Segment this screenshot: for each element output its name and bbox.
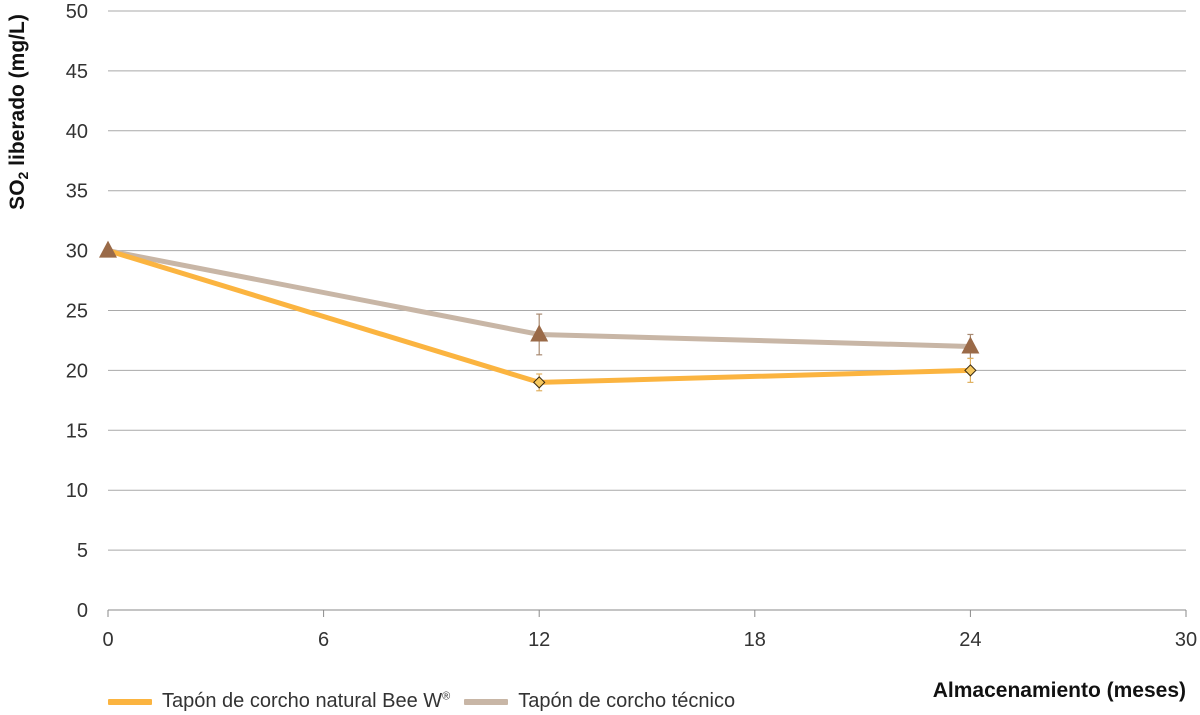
y-axis-title-part: SO	[6, 179, 29, 209]
legend-label-tecnico: Tapón de corcho técnico	[518, 690, 736, 712]
y-tick-label: 40	[66, 121, 88, 143]
y-tick-label: 5	[77, 540, 88, 562]
gridlines	[108, 10, 1186, 611]
data-point-bee-w	[964, 364, 977, 377]
x-tick-label: 18	[744, 629, 766, 651]
y-tick-label: 15	[66, 420, 88, 442]
data-point-tecnico	[99, 240, 117, 258]
y-tick-label: 45	[66, 61, 88, 83]
x-tick-label: 0	[102, 629, 113, 651]
y-axis-title-subscript: 2	[15, 171, 31, 179]
y-tick-label: 25	[66, 301, 88, 323]
legend-item-tecnico: Tapón de corcho técnico	[464, 690, 735, 713]
y-tick-label: 10	[66, 480, 88, 502]
data-point-bee-w	[532, 376, 546, 389]
data-point-tecnico	[530, 324, 549, 342]
y-tick-label: 30	[66, 241, 88, 263]
y-axis-title-part: liberado (mg/L)	[6, 14, 29, 172]
data-point-tecnico	[961, 336, 980, 354]
y-tick-label: 35	[66, 181, 88, 203]
x-tick-label: 12	[528, 629, 550, 651]
y-axis-ticks: 0 5 10 15 20 25 30 35 40 45 50	[66, 1, 88, 622]
legend-item-bee-w: Tapón de corcho natural Bee W®	[108, 690, 450, 713]
legend: Tapón de corcho natural Bee W® Tapón de …	[108, 690, 749, 713]
y-tick-label: 0	[77, 600, 88, 622]
legend-swatch-tecnico	[464, 698, 509, 705]
legend-swatch-bee-w	[108, 698, 152, 705]
legend-label-bee-w: Tapón de corcho natural Bee W®	[162, 690, 451, 712]
x-tick-label: 30	[1175, 629, 1197, 651]
y-tick-label: 50	[66, 1, 88, 23]
x-tick-label: 24	[959, 629, 981, 651]
x-tick-label: 6	[318, 629, 329, 651]
x-axis-title: Almacenamiento (meses)	[933, 679, 1186, 702]
y-axis-title: SO2 liberado (mg/L)	[6, 14, 31, 210]
x-axis-ticks: 0 6 12 18 24 30	[102, 610, 1197, 651]
y-tick-label: 20	[66, 360, 88, 382]
series-group	[99, 240, 980, 392]
